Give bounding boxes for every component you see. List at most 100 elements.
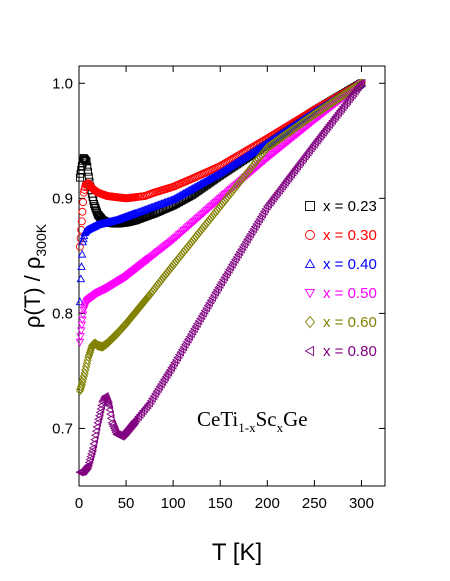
data-point [281,140,290,148]
data-point [246,163,255,174]
data-point [145,254,154,263]
data-point [190,217,199,226]
series-5 [75,78,365,477]
data-point [258,148,267,159]
data-point [276,184,285,193]
data-point [207,212,216,223]
data-point [173,254,182,265]
data-point [80,464,89,474]
data-point [197,211,207,219]
legend-marker [304,288,316,299]
data-point [77,262,86,270]
data-point [263,154,272,163]
legend-item: x = 0.23 [305,198,377,215]
data-point [78,376,87,387]
data-point [170,235,179,243]
data-point [305,145,314,155]
data-point [164,265,173,276]
data-point [226,185,236,194]
data-point [267,196,276,205]
data-point [168,236,178,245]
data-point [243,167,252,178]
data-point [209,200,219,209]
data-point [325,120,333,129]
data-point [83,162,92,171]
y-tick-label: 0.7 [52,420,73,437]
data-point [279,141,289,150]
legend-label: x = 0.23 [323,198,377,215]
data-point [284,174,292,183]
data-point [216,201,225,212]
legend-marker [304,315,316,329]
data-point [182,224,192,233]
data-point [232,180,242,191]
data-point [158,244,168,253]
data-point [308,141,317,151]
data-point [294,160,303,169]
data-point [167,237,176,246]
data-point [355,80,364,90]
data-point [102,395,111,405]
data-point [203,216,213,227]
data-point [107,418,116,427]
data-point [78,207,87,216]
data-point [90,200,99,209]
data-point [131,416,139,425]
data-point [182,243,191,253]
data-point [187,220,196,229]
data-point [154,248,163,256]
data-point [340,100,349,110]
data-point [146,253,156,262]
data-point [185,221,195,230]
data-point [167,262,176,272]
data-point [290,166,298,175]
data-point [81,463,90,473]
data-point [311,138,320,147]
data-point [101,393,110,403]
data-point [220,195,229,206]
data-point [322,124,330,133]
data-point [317,130,326,139]
data-point [160,243,169,252]
data-point [179,246,188,257]
data-point [256,160,266,168]
data-point [137,408,146,418]
x-tick-label: 300 [349,495,374,512]
data-point [104,401,113,410]
data-point [184,223,193,231]
x-tick-label: 200 [255,495,280,512]
data-point [164,239,174,248]
data-point [282,176,291,185]
data-point [309,139,318,149]
data-point [79,466,87,476]
data-point [200,208,210,217]
legend-label: x = 0.80 [323,343,377,360]
data-point [155,246,165,255]
data-point [249,159,258,170]
data-point [100,391,109,401]
data-point [229,184,238,195]
data-point [320,126,329,135]
data-point [302,150,311,159]
legend-label: x = 0.60 [323,314,377,331]
data-point [176,229,186,238]
data-point [155,276,164,287]
x-tick-label: 0 [75,495,83,512]
data-point [205,204,214,213]
data-point [152,280,162,291]
data-point [346,92,355,102]
data-point [219,197,228,208]
data-point [161,242,171,250]
data-point [326,118,335,127]
y-tick-label: 0.9 [52,190,73,207]
data-point [262,202,271,211]
data-point [149,284,159,295]
data-point [90,435,98,444]
legend-marker [304,258,316,269]
data-point [145,290,154,300]
data-point [279,180,288,189]
data-point [82,157,91,166]
data-point [288,168,297,177]
data-point [191,231,201,242]
